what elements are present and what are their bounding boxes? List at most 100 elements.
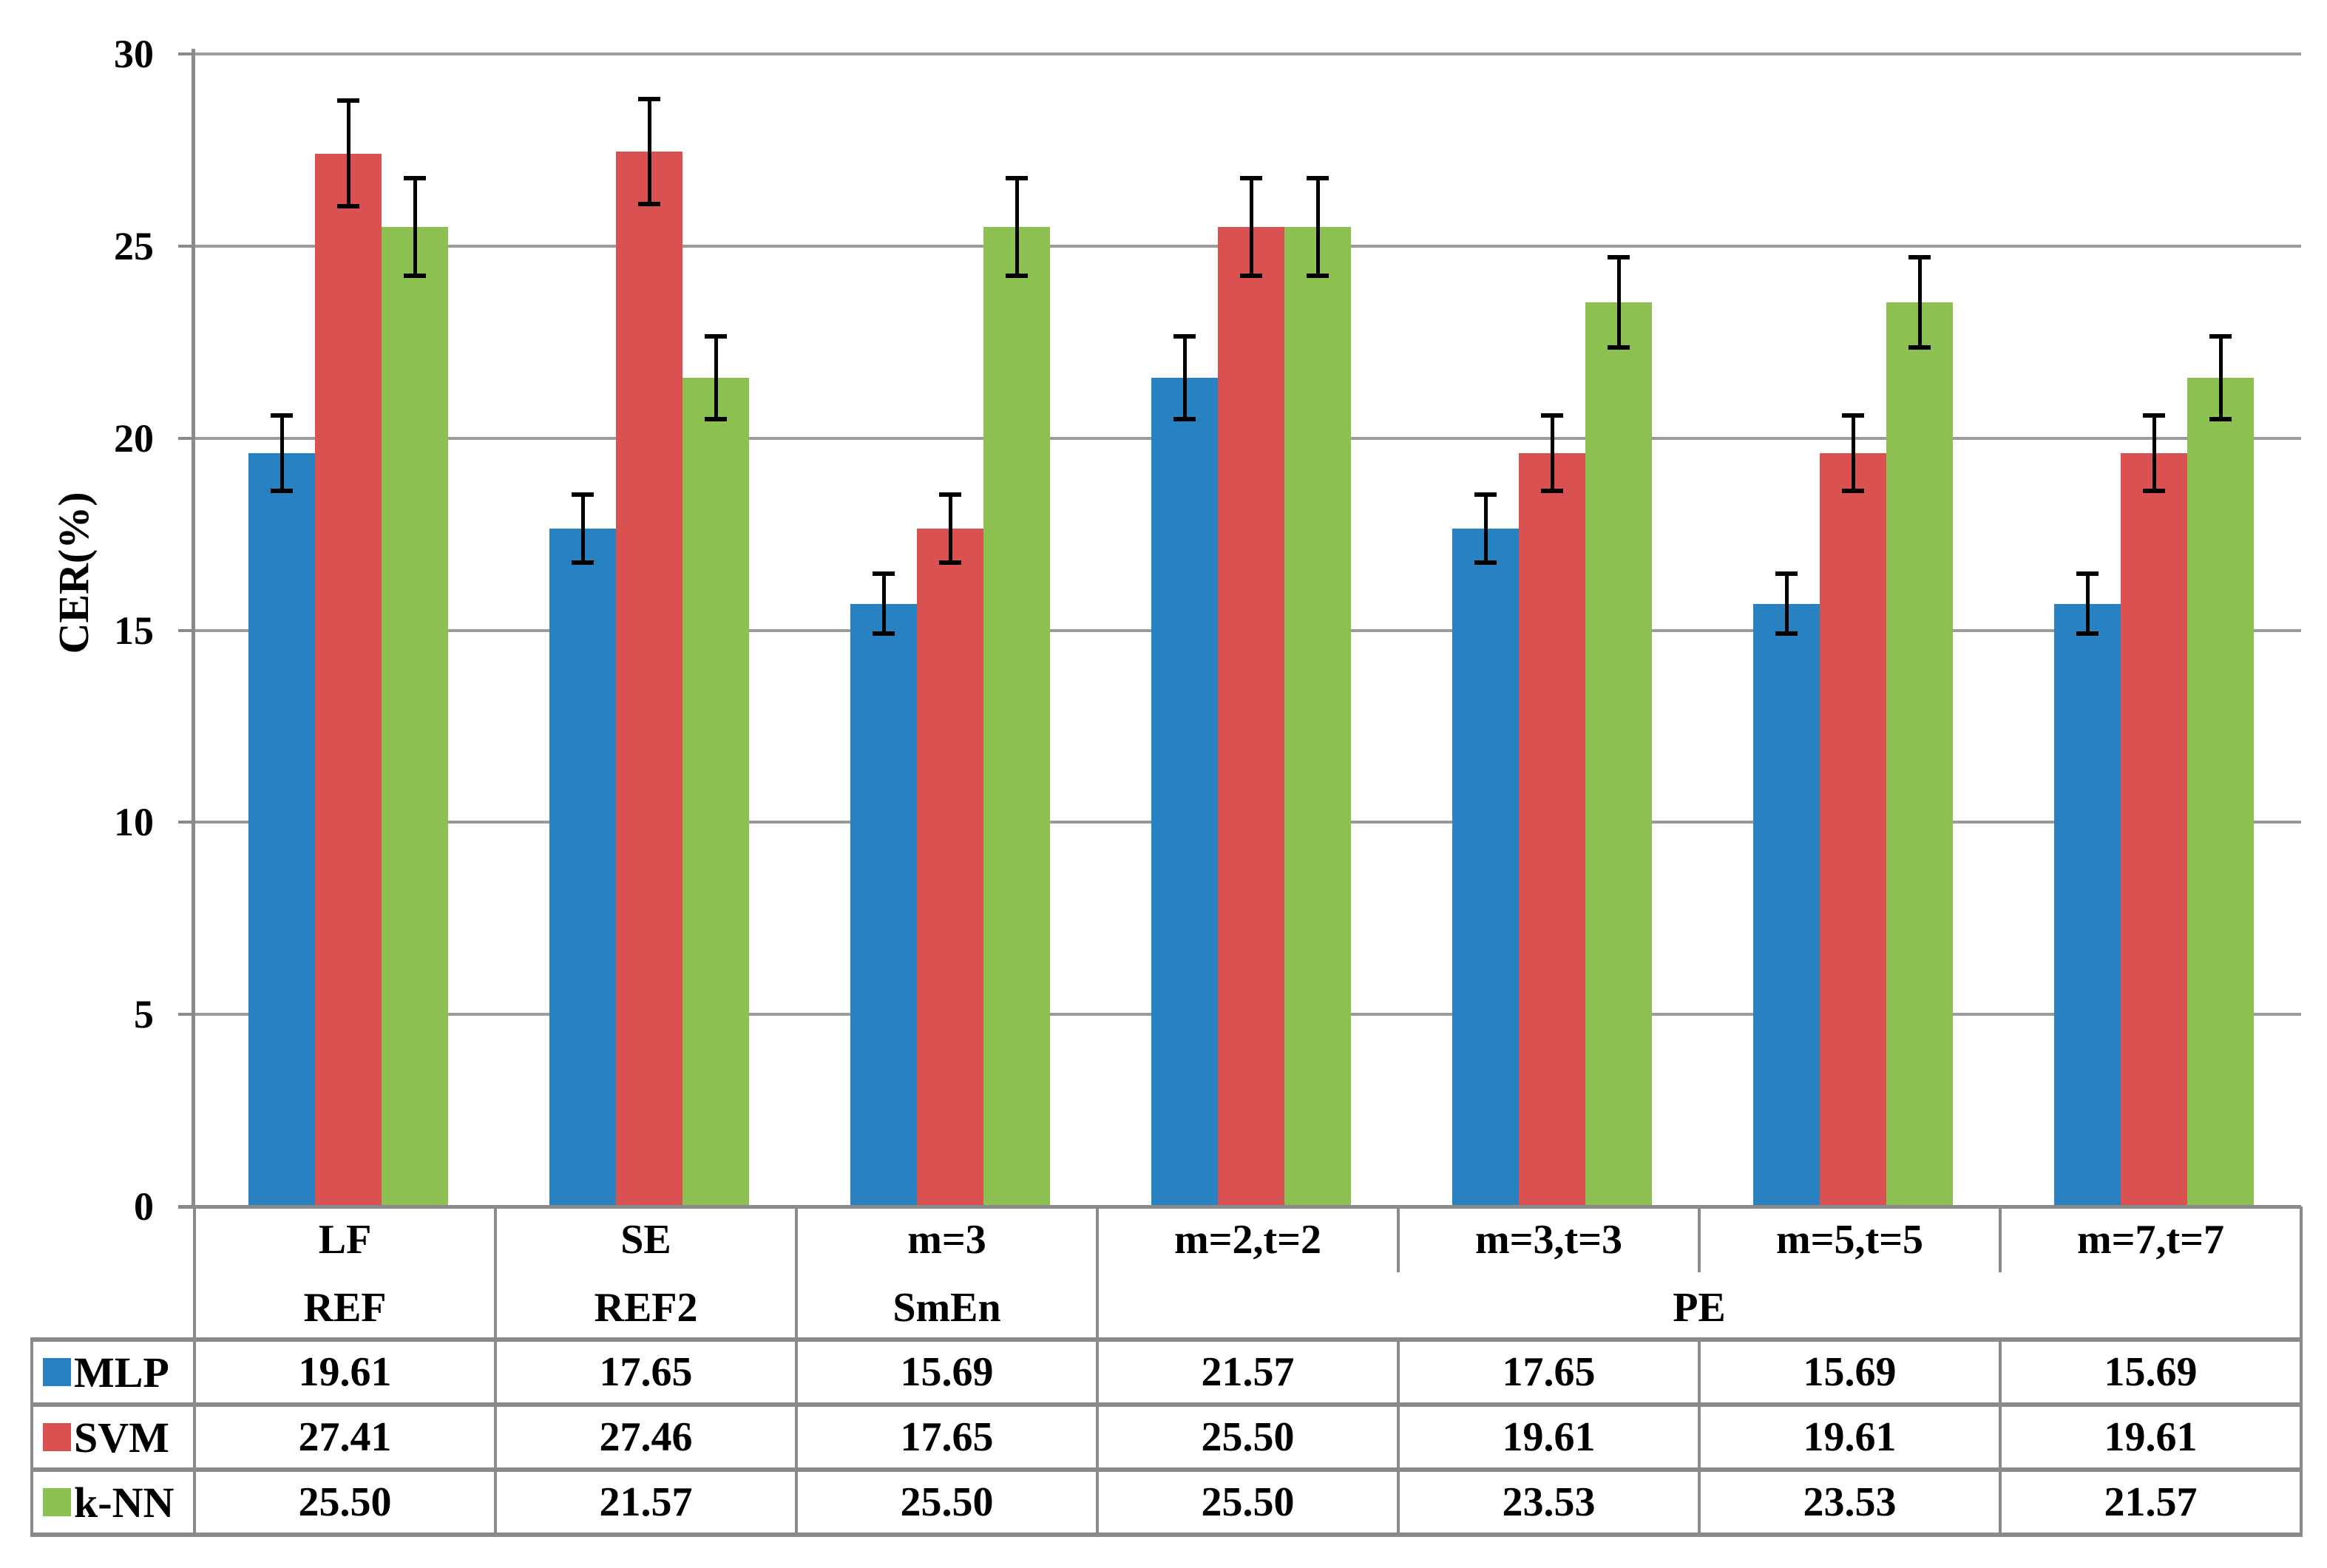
- error-bar-SVM-m=5,t=5-line: [1851, 415, 1855, 491]
- error-bar-MLP-SE-cap-top: [572, 492, 594, 497]
- error-bar-k-NN-LF-line: [413, 177, 417, 276]
- value-cell-k-NN-LF: 25.50: [298, 1479, 392, 1525]
- error-bar-k-NN-SE-cap-top: [705, 334, 727, 339]
- x-axis-baseline: [178, 1205, 2301, 1209]
- error-bar-MLP-m=2,t=2-cap-top: [1173, 334, 1196, 339]
- value-cell-k-NN-m=3: 25.50: [900, 1479, 994, 1525]
- value-cell-SVM-m=2,t=2: 25.50: [1201, 1414, 1295, 1460]
- error-bar-k-NN-m=7,t=7-line: [2218, 336, 2223, 420]
- table-vertical-border-7: [1698, 1206, 1701, 1272]
- error-bar-SVM-m=2,t=2-cap-bottom: [1240, 274, 1262, 279]
- error-bar-SVM-m=7,t=7-cap-bottom: [2143, 488, 2165, 493]
- category-label-m=3: m=3: [907, 1216, 986, 1263]
- category-label-m=5,t=5: m=5,t=5: [1775, 1216, 1924, 1263]
- error-bar-SVM-SE-cap-top: [638, 96, 660, 101]
- bar-SVM-LF: [315, 153, 382, 1206]
- bar-k-NN-m=3,t=3: [1585, 302, 1652, 1206]
- category-label-m=2,t=2: m=2,t=2: [1173, 1216, 1322, 1263]
- y-tick-5: [178, 1013, 194, 1017]
- value-cell-MLP-m=7,t=7: 15.69: [2104, 1349, 2198, 1395]
- y-tick-label-25: 25: [114, 223, 154, 268]
- table-vertical-border-11: [2300, 1206, 2303, 1535]
- error-bar-SVM-m=5,t=5-cap-bottom: [1842, 488, 1864, 493]
- bar-k-NN-LF: [382, 226, 448, 1206]
- error-bar-k-NN-m=3,t=3-cap-top: [1608, 255, 1630, 260]
- error-bar-SVM-m=3,t=3-cap-top: [1541, 413, 1563, 418]
- error-bar-SVM-m=3,t=3-line: [1550, 415, 1554, 491]
- error-bar-MLP-m=3-cap-bottom: [873, 631, 895, 637]
- value-cell-k-NN-SE: 21.57: [599, 1479, 693, 1525]
- bar-MLP-m=2,t=2: [1151, 378, 1218, 1206]
- value-cell-SVM-SE: 27.46: [599, 1414, 693, 1460]
- error-bar-k-NN-LF-cap-top: [404, 175, 426, 180]
- error-bar-SVM-m=3,t=3-cap-bottom: [1541, 488, 1563, 493]
- error-bar-MLP-LF-cap-bottom: [271, 488, 293, 493]
- table-horizontal-border-3: [30, 1533, 2303, 1537]
- group-label-SmEn: SmEn: [892, 1284, 1001, 1331]
- bar-k-NN-m=2,t=2: [1284, 226, 1351, 1206]
- table-vertical-border-5: [1397, 1206, 1400, 1272]
- bar-k-NN-SE: [682, 378, 749, 1206]
- y-tick-25: [178, 244, 194, 248]
- error-bar-MLP-m=2,t=2-cap-bottom: [1173, 417, 1196, 422]
- y-tick-label-20: 20: [114, 415, 154, 461]
- table-horizontal-border-0: [30, 1337, 2303, 1342]
- table-vertical-border-8: [1698, 1340, 1701, 1535]
- y-tick-10: [178, 821, 194, 824]
- error-bar-MLP-SE-line: [580, 494, 585, 563]
- error-bar-k-NN-m=3,t=3-line: [1616, 257, 1621, 348]
- error-bar-SVM-m=5,t=5-cap-top: [1842, 413, 1864, 418]
- bar-k-NN-m=5,t=5: [1886, 302, 1953, 1206]
- category-label-LF: LF: [318, 1216, 372, 1263]
- value-cell-k-NN-m=7,t=7: 21.57: [2104, 1479, 2198, 1525]
- bar-MLP-m=3: [850, 603, 917, 1206]
- error-bar-SVM-m=7,t=7-cap-top: [2143, 413, 2165, 418]
- value-cell-SVM-m=5,t=5: 19.61: [1803, 1414, 1897, 1460]
- error-bar-MLP-m=7,t=7-cap-top: [2076, 571, 2099, 576]
- error-bar-k-NN-m=2,t=2-cap-bottom: [1307, 274, 1329, 279]
- legend-swatch-MLP: [43, 1358, 71, 1386]
- error-bar-MLP-m=7,t=7-line: [2085, 573, 2090, 634]
- error-bar-MLP-m=3,t=3-cap-top: [1474, 492, 1497, 497]
- error-bar-SVM-LF-line: [346, 101, 350, 206]
- category-label-m=3,t=3: m=3,t=3: [1474, 1216, 1623, 1263]
- error-bar-MLP-LF-cap-top: [271, 413, 293, 418]
- table-vertical-border-1: [193, 1206, 196, 1535]
- error-bar-SVM-LF-cap-bottom: [337, 203, 359, 208]
- group-label-REF: REF: [303, 1284, 387, 1331]
- error-bar-SVM-SE-cap-bottom: [638, 202, 660, 207]
- error-bar-k-NN-SE-line: [714, 336, 718, 420]
- series-name-SVM: SVM: [74, 1413, 169, 1462]
- category-label-m=7,t=7: m=7,t=7: [2076, 1216, 2225, 1263]
- bar-MLP-m=7,t=7: [2054, 603, 2121, 1206]
- error-bar-MLP-m=7,t=7-cap-bottom: [2076, 631, 2099, 637]
- error-bar-k-NN-LF-cap-bottom: [404, 274, 426, 279]
- table-vertical-border-6: [1397, 1340, 1400, 1535]
- y-tick-label-0: 0: [134, 1184, 154, 1229]
- error-bar-MLP-m=5,t=5-cap-bottom: [1775, 631, 1798, 637]
- y-tick-label-30: 30: [114, 32, 154, 76]
- table-vertical-border-4: [1096, 1206, 1099, 1535]
- y-tick-label-5: 5: [134, 992, 154, 1037]
- error-bar-MLP-m=3,t=3-cap-bottom: [1474, 560, 1497, 565]
- error-bar-k-NN-m=7,t=7-cap-top: [2209, 334, 2232, 339]
- bar-SVM-m=3,t=3: [1519, 452, 1585, 1206]
- error-bar-MLP-SE-cap-bottom: [572, 560, 594, 565]
- error-bar-SVM-m=2,t=2-line: [1249, 177, 1253, 276]
- value-cell-SVM-m=3,t=3: 19.61: [1502, 1414, 1596, 1460]
- error-bar-k-NN-m=5,t=5-cap-bottom: [1908, 345, 1931, 350]
- y-axis-line: [192, 49, 195, 1206]
- gridline-30: [194, 52, 2301, 55]
- bar-SVM-m=7,t=7: [2121, 452, 2187, 1206]
- table-vertical-border-3: [795, 1206, 798, 1535]
- category-label-SE: SE: [620, 1216, 671, 1263]
- table-vertical-border-9: [1999, 1206, 2002, 1272]
- error-bar-k-NN-m=3-cap-top: [1006, 175, 1028, 180]
- bar-k-NN-m=7,t=7: [2187, 378, 2254, 1206]
- group-label-PE: PE: [1673, 1284, 1726, 1331]
- table-vertical-border-0: [30, 1340, 33, 1535]
- error-bar-k-NN-m=2,t=2-cap-top: [1307, 175, 1329, 180]
- bar-SVM-m=2,t=2: [1218, 226, 1284, 1206]
- error-bar-k-NN-m=7,t=7-cap-bottom: [2209, 417, 2232, 422]
- value-cell-MLP-m=3: 15.69: [900, 1349, 994, 1395]
